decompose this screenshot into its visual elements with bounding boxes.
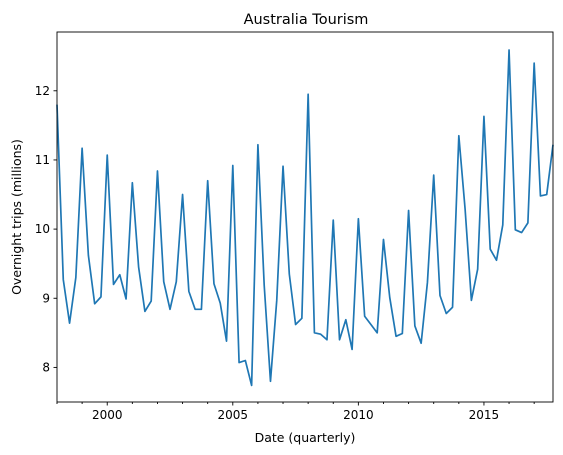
plot-area — [56, 31, 554, 403]
x-tick-label: 2000 — [92, 408, 123, 422]
plot-frame — [56, 31, 554, 403]
x-tick-label: 2015 — [469, 408, 500, 422]
x-tick-label: 2005 — [218, 408, 249, 422]
y-tick-label: 11 — [35, 153, 50, 167]
series-line — [56, 49, 554, 387]
x-tick-label: 2010 — [343, 408, 374, 422]
series-layer — [56, 49, 554, 387]
y-tick-label: 10 — [35, 222, 50, 236]
x-axis: 2000 2005 2010 2015 — [56, 402, 535, 422]
x-axis-label: Date (quarterly) — [255, 430, 356, 445]
y-axis-label: Overnight trips (millions) — [9, 139, 24, 295]
y-tick-label: 9 — [42, 291, 50, 305]
y-tick-label: 8 — [42, 360, 50, 374]
chart-title: Australia Tourism — [244, 12, 369, 28]
y-tick-label: 12 — [35, 84, 50, 98]
y-axis: 8 9 10 11 12 — [35, 84, 57, 374]
